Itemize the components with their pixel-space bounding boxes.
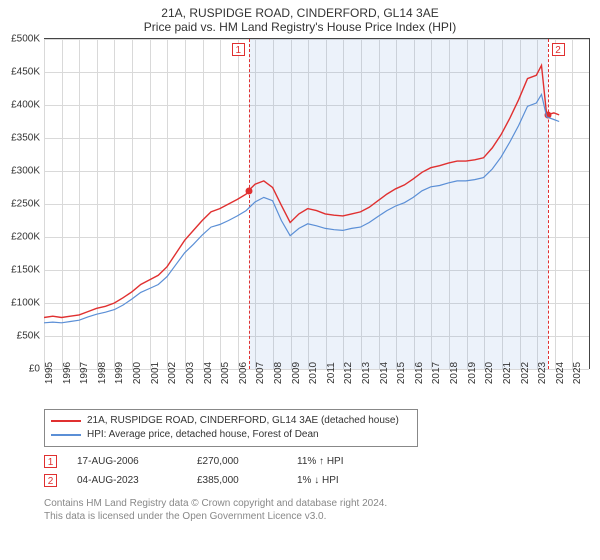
y-tick-label: £450K [11,67,44,78]
footnotes: Contains HM Land Registry data © Crown c… [44,497,590,523]
x-tick-label: 2011 [326,362,337,384]
x-tick-label: 2019 [467,362,478,384]
legend-item: 21A, RUSPIDGE ROAD, CINDERFORD, GL14 3AE… [51,414,411,428]
event-badge-icon: 1 [44,455,57,468]
x-tick-label: 2007 [255,362,266,384]
y-tick-label: £400K [11,100,44,111]
x-tick-label: 2009 [291,362,302,384]
x-tick-label: 2008 [273,362,284,384]
y-tick-label: £100K [11,298,44,309]
y-tick-label: £0 [29,364,44,375]
event-delta: 11% ↑ HPI [297,456,344,467]
event-price: £270,000 [197,456,277,467]
legend: 21A, RUSPIDGE ROAD, CINDERFORD, GL14 3AE… [44,409,590,447]
x-tick-label: 2005 [220,362,231,384]
x-tick-label: 2014 [379,362,390,384]
legend-swatch [51,420,81,422]
x-tick-label: 2015 [396,362,407,384]
x-tick-label: 2010 [308,362,319,384]
footnote-line: Contains HM Land Registry data © Crown c… [44,497,590,510]
y-tick-label: £350K [11,133,44,144]
event-delta: 1% ↓ HPI [297,475,339,486]
y-tick-label: £250K [11,199,44,210]
x-tick-label: 1999 [114,362,125,384]
x-tick-label: 2023 [537,362,548,384]
x-tick-label: 2021 [502,362,513,384]
event-badge-icon: 2 [44,474,57,487]
plot-area: £0£50K£100K£150K£200K£250K£300K£350K£400… [44,38,590,369]
event-row: 1 17-AUG-2006 £270,000 11% ↑ HPI [44,455,590,468]
event-price: £385,000 [197,475,277,486]
x-tick-label: 2003 [185,362,196,384]
footnote-line: This data is licensed under the Open Gov… [44,510,590,523]
x-axis-labels: 1995199619971998199920002001200220032004… [44,369,590,403]
x-tick-label: 2022 [520,362,531,384]
x-tick-label: 1997 [79,362,90,384]
x-tick-label: 1998 [97,362,108,384]
x-tick-label: 2018 [449,362,460,384]
event-row: 2 04-AUG-2023 £385,000 1% ↓ HPI [44,474,590,487]
x-tick-label: 2001 [150,362,161,384]
x-tick-label: 2020 [484,362,495,384]
event-date: 04-AUG-2023 [77,475,177,486]
x-tick-label: 2024 [555,362,566,384]
x-tick-label: 2017 [431,362,442,384]
event-list: 1 17-AUG-2006 £270,000 11% ↑ HPI 2 04-AUG-202… [44,455,590,487]
y-tick-label: £50K [17,331,44,342]
chart-container: 21A, RUSPIDGE ROAD, CINDERFORD, GL14 3AE… [0,0,600,560]
x-tick-label: 2004 [203,362,214,384]
x-tick-label: 1995 [44,362,55,384]
series-line-hpi [44,94,559,322]
x-tick-label: 1996 [62,362,73,384]
y-tick-label: £300K [11,166,44,177]
line-series-svg [44,39,589,369]
x-tick-label: 2006 [238,362,249,384]
x-tick-label: 2013 [361,362,372,384]
y-tick-label: £150K [11,265,44,276]
chart-title: 21A, RUSPIDGE ROAD, CINDERFORD, GL14 3AE [0,0,600,20]
legend-label: HPI: Average price, detached house, Fore… [87,428,319,442]
y-tick-label: £500K [11,34,44,45]
event-date: 17-AUG-2006 [77,456,177,467]
y-tick-label: £200K [11,232,44,243]
x-tick-label: 2025 [572,362,583,384]
chart-subtitle: Price paid vs. HM Land Registry's House … [0,20,600,38]
x-tick-label: 2000 [132,362,143,384]
series-line-price_paid [44,65,559,317]
legend-label: 21A, RUSPIDGE ROAD, CINDERFORD, GL14 3AE… [87,414,399,428]
x-tick-label: 2012 [343,362,354,384]
x-tick-label: 2016 [414,362,425,384]
x-tick-label: 2002 [167,362,178,384]
legend-item: HPI: Average price, detached house, Fore… [51,428,411,442]
legend-swatch [51,434,81,436]
